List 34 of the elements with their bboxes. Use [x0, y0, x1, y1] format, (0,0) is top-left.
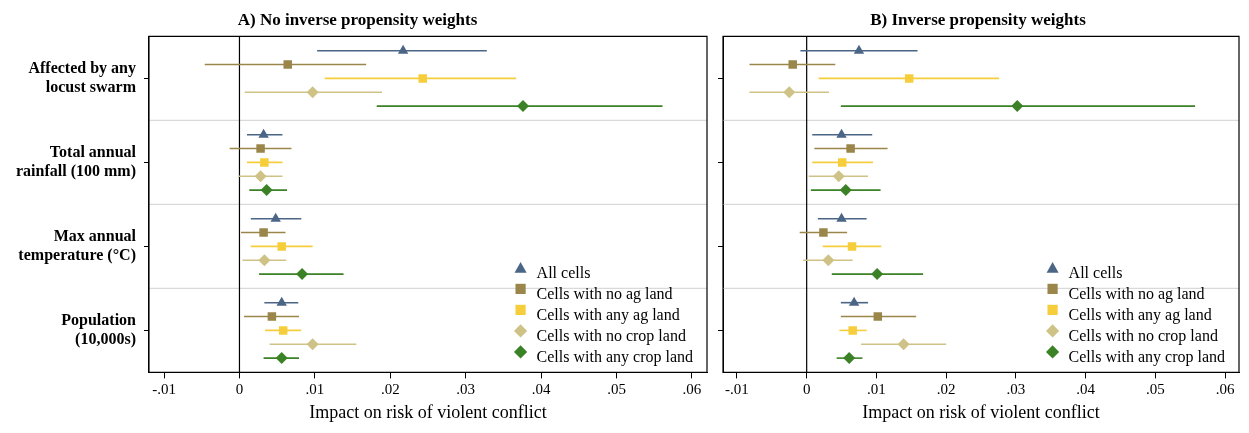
x-tick-label: .04: [1076, 381, 1096, 398]
y-tick-label: Affected by any locust swarm: [28, 58, 137, 96]
x-tick-label: -.01: [152, 381, 176, 398]
legend-label: All cells: [1068, 264, 1123, 282]
x-tick-label: .01: [305, 381, 325, 398]
x-tick-label: .02: [380, 381, 400, 398]
x-tick-label: .03: [1006, 381, 1026, 398]
legend-label: Cells with no ag land: [536, 285, 673, 304]
x-tick-label: .05: [1145, 381, 1165, 398]
chart-title: A) No inverse propensity weights: [237, 9, 478, 29]
x-tick-label: .06: [1215, 381, 1235, 398]
y-tick-label: Population (10,000s): [61, 310, 137, 349]
legend-label: Cells with any crop land: [1068, 348, 1226, 367]
legend-label: Cells with no ag land: [1068, 285, 1205, 304]
x-tick-label: 0: [802, 381, 811, 398]
x-tick-label: .06: [682, 381, 702, 398]
x-tick-label: 0: [235, 381, 244, 398]
chart-title: B) Inverse propensity weights: [870, 9, 1087, 29]
x-tick-label: .01: [867, 381, 886, 398]
y-tick-label: Max annual temperature (°C): [18, 226, 137, 265]
x-axis-title: Impact on risk of violent conflict: [862, 401, 1100, 422]
legend-label: Cells with any crop land: [536, 348, 694, 367]
x-tick-label: .04: [531, 381, 551, 398]
x-axis-title: Impact on risk of violent conflict: [309, 401, 547, 422]
x-tick-label: .03: [456, 381, 476, 398]
x-tick-label: .05: [607, 381, 626, 398]
legend-label: Cells with any ag land: [1068, 306, 1212, 325]
legend-label: Cells with no crop land: [536, 327, 686, 346]
y-tick-label: Total annual rainfall (100 mm): [15, 142, 137, 181]
legend-label: Cells with any ag land: [536, 306, 680, 325]
legend-label: All cells: [536, 264, 591, 282]
legend-label: Cells with no crop land: [1068, 327, 1218, 346]
x-tick-label: .02: [936, 381, 956, 398]
x-tick-label: -.01: [725, 381, 749, 398]
